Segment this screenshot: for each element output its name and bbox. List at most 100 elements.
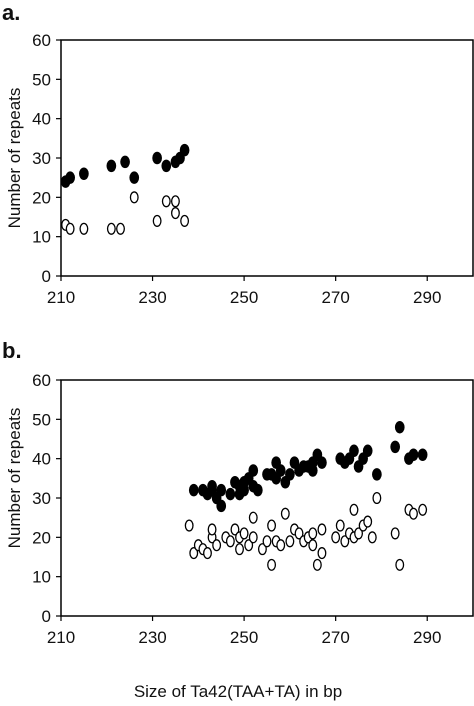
open-point — [257, 543, 267, 556]
open-point — [170, 207, 180, 220]
open-point — [317, 523, 327, 536]
open-point — [235, 543, 244, 556]
panel-a-y-tick-label: 40 — [32, 110, 51, 129]
panel-b-y-tick-label: 10 — [32, 568, 51, 587]
panel-b-y-ticks: 0 10 20 30 40 50 60 — [32, 371, 61, 626]
open-point — [340, 535, 350, 548]
filled-point — [372, 468, 382, 481]
open-point — [65, 222, 75, 235]
open-point — [248, 531, 258, 544]
panel-b-y-tick-label: 30 — [32, 489, 51, 508]
panel-b-y-tick-label: 50 — [32, 410, 51, 429]
open-point — [418, 503, 428, 516]
open-point — [317, 547, 327, 560]
filled-point — [207, 479, 217, 493]
open-point — [285, 535, 295, 548]
open-point — [129, 191, 139, 204]
open-point — [116, 222, 125, 235]
panel-a-x-tick-label: 290 — [413, 288, 441, 307]
filled-point — [79, 167, 89, 180]
filled-point — [120, 155, 130, 169]
filled-point — [216, 483, 227, 497]
open-point — [248, 511, 258, 524]
open-point — [390, 527, 400, 540]
open-point — [372, 491, 382, 505]
open-point — [79, 222, 89, 235]
filled-point — [225, 487, 236, 501]
panel-b-x-axis-title: Size of Ta42(TAA+TA) in bp — [134, 682, 342, 701]
open-point — [207, 523, 217, 536]
open-point — [367, 531, 377, 544]
filled-point — [349, 444, 359, 458]
filled-point — [408, 448, 419, 461]
filled-point — [307, 464, 318, 477]
panel-a-y-tick-label: 60 — [32, 31, 51, 50]
open-point — [184, 519, 194, 532]
open-point — [106, 222, 116, 235]
open-point — [294, 527, 304, 540]
open-point — [152, 214, 162, 227]
panel-a-x-ticks: 210 230 250 270 290 — [47, 276, 441, 307]
open-point — [189, 547, 199, 560]
panel-a-y-tick-label: 10 — [32, 228, 51, 247]
filled-point — [65, 171, 76, 184]
panel-b-frame — [60, 379, 474, 617]
open-point — [354, 527, 364, 540]
panel-a-points — [60, 143, 190, 235]
filled-point — [216, 499, 227, 513]
open-point — [262, 535, 272, 548]
panel-b-y-tick-label: 40 — [32, 450, 51, 469]
filled-point — [152, 151, 162, 165]
open-point — [409, 507, 418, 520]
open-point — [244, 539, 254, 552]
open-point — [161, 195, 171, 208]
panel-b-y-tick-label: 60 — [32, 371, 51, 390]
open-point — [395, 558, 405, 571]
panel-a-y-ticks: 0 10 20 30 40 50 60 — [32, 31, 61, 286]
open-point — [225, 535, 235, 548]
panel-b-points — [184, 420, 428, 571]
open-point — [230, 523, 240, 536]
panel-a-y-axis-title: Number of repeats — [5, 88, 24, 229]
filled-point — [275, 464, 286, 477]
filled-point — [248, 464, 259, 477]
filled-point — [394, 420, 405, 434]
filled-point — [417, 448, 428, 461]
open-point — [349, 503, 359, 516]
open-point — [363, 515, 373, 528]
panel-b-x-ticks: 210 230 250 270 290 — [47, 616, 441, 647]
panel-a-y-tick-label: 0 — [42, 267, 51, 286]
open-point — [212, 539, 222, 552]
panel-b-x-tick-label: 270 — [321, 628, 349, 647]
panel-a-y-tick-label: 20 — [32, 188, 51, 207]
panel-a: a. Number of repeats 0 10 20 30 40 50 60 210 23… — [2, 0, 474, 307]
panel-b-x-tick-label: 250 — [230, 628, 258, 647]
panel-b-y-axis-title: Number of repeats — [5, 408, 24, 549]
panel-b-y-tick-label: 0 — [42, 607, 51, 626]
filled-point — [317, 456, 327, 469]
open-point — [308, 527, 318, 540]
panel-b-y-tick-label: 20 — [32, 528, 51, 547]
panel-b: b. Number of repeats 0 10 20 30 40 50 60 210 23… — [2, 338, 474, 701]
panel-b-x-tick-label: 290 — [413, 628, 441, 647]
open-point — [276, 539, 286, 552]
filled-point — [188, 483, 199, 497]
filled-point — [362, 444, 373, 458]
filled-point — [390, 440, 401, 454]
open-point — [331, 531, 341, 544]
open-point — [203, 547, 212, 560]
panel-a-x-tick-label: 250 — [230, 288, 258, 307]
open-point — [267, 558, 277, 571]
panel-a-y-tick-label: 30 — [32, 149, 51, 168]
open-point — [170, 195, 180, 208]
filled-point — [179, 143, 190, 157]
panel-a-y-tick-label: 50 — [32, 70, 51, 89]
panel-a-x-tick-label: 270 — [321, 288, 349, 307]
filled-point — [161, 159, 172, 173]
open-point — [312, 558, 322, 571]
panel-b-x-tick-label: 230 — [138, 628, 166, 647]
open-point — [239, 527, 249, 540]
open-point — [267, 519, 277, 532]
panel-a-x-tick-label: 210 — [47, 288, 75, 307]
